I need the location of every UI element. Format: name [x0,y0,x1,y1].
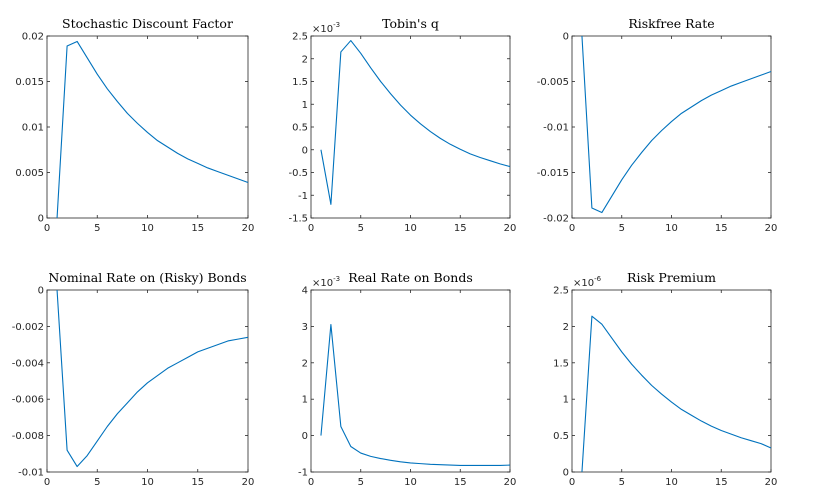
x-tick-label: 15 [454,477,467,488]
axes-box [46,35,249,219]
y-tick-label: -0.004 [12,358,44,369]
y-tick-label: 1.5 [553,358,569,369]
x-tick-label: 20 [765,477,778,488]
y-tick-label: -1 [298,468,308,479]
y-tick-label: 0 [38,286,44,297]
x-tick-label: 20 [242,477,255,488]
y-tick-label: -0.005 [537,77,569,88]
y-tick-label: 2 [302,54,308,65]
x-tick-label: 0 [569,223,575,234]
y-tick-label: -1.5 [288,214,308,225]
y-tick-label: -0.015 [537,168,569,179]
chart-title: Risk Premium [627,270,716,285]
y-tick-label: 0 [302,145,308,156]
x-tick-label: 10 [404,477,417,488]
series-line [320,39,511,205]
axes-box [46,289,249,473]
y-tick-label: 4 [302,286,308,297]
subplot-4: 0 5 10 15 20 -0.01 -0.008 -0.006 -0.004 -0.002 0 No… [12,270,255,488]
chart-title: Real Rate on Bonds [348,270,473,285]
y-tick-label: 1 [302,395,308,406]
y-tick-label: 0 [563,468,569,479]
x-tick-label: 10 [404,223,417,234]
x-tick-label: 15 [715,477,728,488]
y-tick-label: 2.5 [292,32,308,43]
subplot-6: 0 5 10 15 20 0 0.5 1 1.5 2 2.5 ×10-6 Risk Premium [553,270,777,488]
x-tick-label: 15 [454,223,467,234]
y-tick-label: -1 [298,191,308,202]
y-tick-label: -0.006 [12,395,44,406]
x-tick-label: 5 [358,477,364,488]
exponent-label: ×10-6 [573,275,602,289]
exponent-label: ×10-3 [312,21,340,35]
y-tick-label: -0.01 [18,468,44,479]
axes-box [310,289,511,473]
series-line [320,324,511,467]
subplot-1: 0 5 10 15 20 0 0.005 0.01 0.015 0.02 Stochastic Di… [15,16,254,234]
series-line [581,315,772,473]
y-tick-label: 0 [38,214,44,225]
y-tick-label: 3 [302,322,308,333]
x-tick-label: 15 [191,477,204,488]
subplot-3: 0 5 10 15 20 -0.02 -0.015 -0.01 -0.005 0 Riskfree … [537,16,778,234]
y-tick-label: -0.008 [12,431,44,442]
axes-box [310,35,511,219]
y-tick-label: -0.002 [12,322,44,333]
x-tick-label: 10 [141,223,154,234]
x-tick-label: 20 [504,477,517,488]
y-tick-label: 1 [563,395,569,406]
y-tick-label: 1.5 [292,77,308,88]
y-tick-label: 0.01 [22,123,44,134]
x-tick-label: 5 [94,223,100,234]
exponent-value: -3 [333,275,340,283]
exponent-value: -3 [333,21,340,29]
y-tick-label: 2 [563,322,569,333]
y-tick-label: -0.02 [543,214,569,225]
y-tick-label: 1 [302,100,308,111]
x-tick-label: 0 [569,477,575,488]
chart-title: Nominal Rate on (Risky) Bonds [48,270,246,285]
x-tick-label: 0 [44,223,50,234]
y-tick-label: -0.5 [288,168,308,179]
x-tick-label: 20 [242,223,255,234]
x-tick-label: 20 [765,223,778,234]
y-tick-label: 0 [563,32,569,43]
x-tick-label: 5 [619,223,625,234]
subplot-2: 0 5 10 15 20 -1.5 -1 -0.5 0 0.5 1 1.5 2 2.5 ×10-3 Tobin… [288,16,516,234]
series-line [581,35,772,214]
exponent-value: -6 [594,275,602,283]
y-tick-label: 0.5 [553,431,569,442]
x-tick-label: 5 [619,477,625,488]
y-tick-label: 0.5 [292,123,308,134]
x-tick-label: 5 [94,477,100,488]
y-tick-label: 0.005 [15,168,44,179]
axes-box [571,35,772,219]
y-tick-label: -0.01 [543,123,569,134]
x-tick-label: 0 [44,477,50,488]
x-tick-label: 15 [191,223,204,234]
x-tick-label: 0 [308,477,314,488]
y-tick-label: 0.02 [22,32,44,43]
x-tick-label: 10 [665,477,678,488]
chart-title: Tobin's q [382,16,439,31]
y-tick-label: 0.015 [15,77,44,88]
y-tick-label: 2 [302,358,308,369]
exponent-label: ×10-3 [312,275,340,289]
y-tick-label: 0 [302,431,308,442]
axes-box [571,289,772,473]
x-tick-label: 10 [665,223,678,234]
x-tick-label: 10 [141,477,154,488]
series-line [56,289,249,468]
x-tick-label: 5 [358,223,364,234]
y-tick-label: 2.5 [553,286,569,297]
series-line [56,40,249,219]
chart-title: Stochastic Discount Factor [62,16,233,31]
x-tick-label: 20 [504,223,517,234]
x-tick-label: 15 [715,223,728,234]
chart-title: Riskfree Rate [628,16,714,31]
x-tick-label: 0 [308,223,314,234]
